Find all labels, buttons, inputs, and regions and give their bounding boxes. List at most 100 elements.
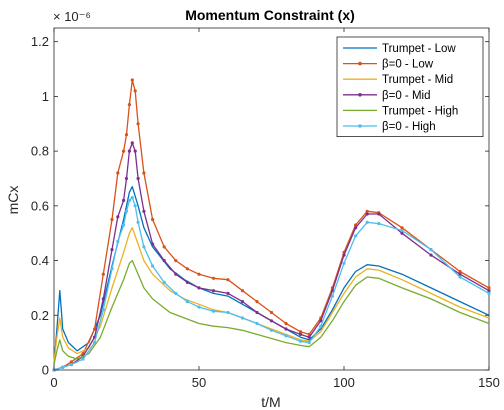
x-tick-label-0: 0 — [50, 375, 57, 390]
series-1-point-12 — [133, 89, 137, 93]
series-1-point-9 — [124, 133, 129, 137]
series-3-point-30 — [342, 253, 346, 257]
series-3-point-25 — [284, 327, 288, 331]
series-5-point-28 — [319, 324, 323, 328]
series-3-point-34 — [400, 231, 404, 235]
x-tick-label-1: 50 — [192, 375, 206, 390]
x-tick-label-2: 100 — [333, 375, 355, 390]
axes-box — [53, 27, 490, 371]
series-5-point-29 — [330, 294, 334, 298]
series-3-point-24 — [269, 319, 274, 323]
series-5 — [52, 196, 491, 372]
x-tick-label-3: 150 — [478, 375, 500, 390]
series-3-point-12 — [133, 149, 137, 153]
series-1-point-24 — [269, 310, 274, 315]
series-5-point-5 — [101, 308, 105, 312]
series-1-point-4 — [93, 327, 97, 331]
series-3-point-10 — [127, 149, 131, 153]
series-1-point-14 — [142, 171, 146, 175]
series-3-point-37 — [487, 289, 491, 293]
series-line-5 — [53, 196, 490, 371]
series-1-point-36 — [458, 269, 462, 274]
series-3-point-5 — [101, 297, 105, 301]
series-5-point-3 — [81, 357, 85, 361]
series-5-point-30 — [342, 261, 346, 265]
series-5-point-19 — [197, 305, 201, 309]
chart-title: Momentum Constraint (x) — [185, 7, 355, 23]
plot-area — [52, 27, 491, 372]
y-tick-label-2: 0.4 — [31, 253, 49, 268]
series-1-point-10 — [127, 103, 131, 107]
series-5-point-14 — [142, 245, 146, 249]
series-5-point-2 — [69, 362, 73, 367]
series-5-point-36 — [458, 275, 462, 279]
series-3-point-28 — [319, 319, 323, 323]
legend-marker-1 — [358, 61, 362, 66]
series-1-point-19 — [197, 272, 201, 276]
series-3-point-35 — [429, 253, 433, 257]
y-tick-label-1: 0.2 — [31, 308, 49, 323]
series-1-point-8 — [122, 149, 126, 153]
series-5-point-12 — [133, 204, 137, 208]
series-5-point-6 — [110, 267, 114, 271]
series-1 — [52, 78, 491, 372]
series-5-point-7 — [116, 239, 120, 243]
legend-marker-5 — [358, 124, 362, 128]
series-5-point-25 — [284, 334, 288, 338]
series-3-point-19 — [197, 286, 201, 290]
y-exponent-label: × 10⁻⁶ — [53, 9, 91, 24]
series-3-point-15 — [151, 242, 155, 246]
legend-label-0: Trumpet - Low — [382, 43, 456, 55]
series-5-point-18 — [185, 300, 189, 304]
series-3-point-32 — [365, 212, 369, 216]
series-3-point-11 — [130, 141, 134, 145]
legend: Trumpet - Low β=0 - Low Trumpet - Mid β=0 -… — [336, 36, 484, 137]
series-5-point-17 — [174, 291, 178, 295]
series-5-point-23 — [255, 321, 259, 326]
series-3-point-17 — [174, 272, 178, 276]
series-1-point-26 — [298, 330, 303, 334]
series-5-point-16 — [162, 280, 166, 284]
series-3-point-13 — [136, 176, 140, 181]
series-1-point-22 — [240, 289, 245, 293]
series-1-point-2 — [69, 360, 73, 364]
series-line-1 — [53, 79, 490, 371]
series-1-point-11 — [130, 78, 134, 82]
legend-label-4: Trumpet - High — [382, 105, 458, 117]
y-tick-label-6: 1.2 — [31, 34, 49, 49]
legend-label-1: β=0 - Low — [382, 59, 434, 71]
series-3-point-31 — [354, 226, 358, 230]
series-5-point-10 — [127, 198, 131, 202]
series-5-point-11 — [130, 196, 134, 200]
series-1-point-5 — [101, 272, 105, 276]
legend-label-2: Trumpet - Mid — [382, 74, 453, 86]
series-5-point-21 — [226, 310, 230, 315]
series-3-point-8 — [122, 198, 126, 202]
legend-label-5: β=0 - High — [382, 121, 436, 133]
series-5-point-22 — [240, 316, 245, 320]
series-5-point-24 — [269, 328, 274, 332]
y-axis-label: mCx — [5, 186, 21, 215]
series-3-point-18 — [185, 280, 189, 284]
series-5-point-20 — [211, 309, 216, 313]
series-5-point-33 — [377, 222, 381, 226]
series-5-point-34 — [400, 228, 404, 233]
series-3-point-22 — [240, 300, 245, 304]
series-3-point-27 — [307, 335, 311, 339]
y-tick-label-4: 0.8 — [31, 144, 49, 159]
series-1-point-20 — [211, 276, 216, 280]
series-1-point-15 — [151, 217, 155, 222]
series-5-point-32 — [365, 220, 369, 224]
series-1-point-16 — [162, 245, 166, 249]
series-5-point-35 — [429, 248, 433, 252]
series-1-point-21 — [226, 278, 230, 282]
series-5-point-31 — [354, 234, 358, 238]
series-5-point-8 — [122, 223, 126, 227]
series-3-point-14 — [142, 209, 146, 213]
series-1-point-25 — [284, 321, 288, 326]
series-3-point-9 — [124, 176, 129, 181]
x-axis-ticks: 0 50 100 150 — [50, 28, 500, 390]
series-1-point-6 — [110, 217, 114, 222]
series-1-point-23 — [255, 300, 259, 304]
